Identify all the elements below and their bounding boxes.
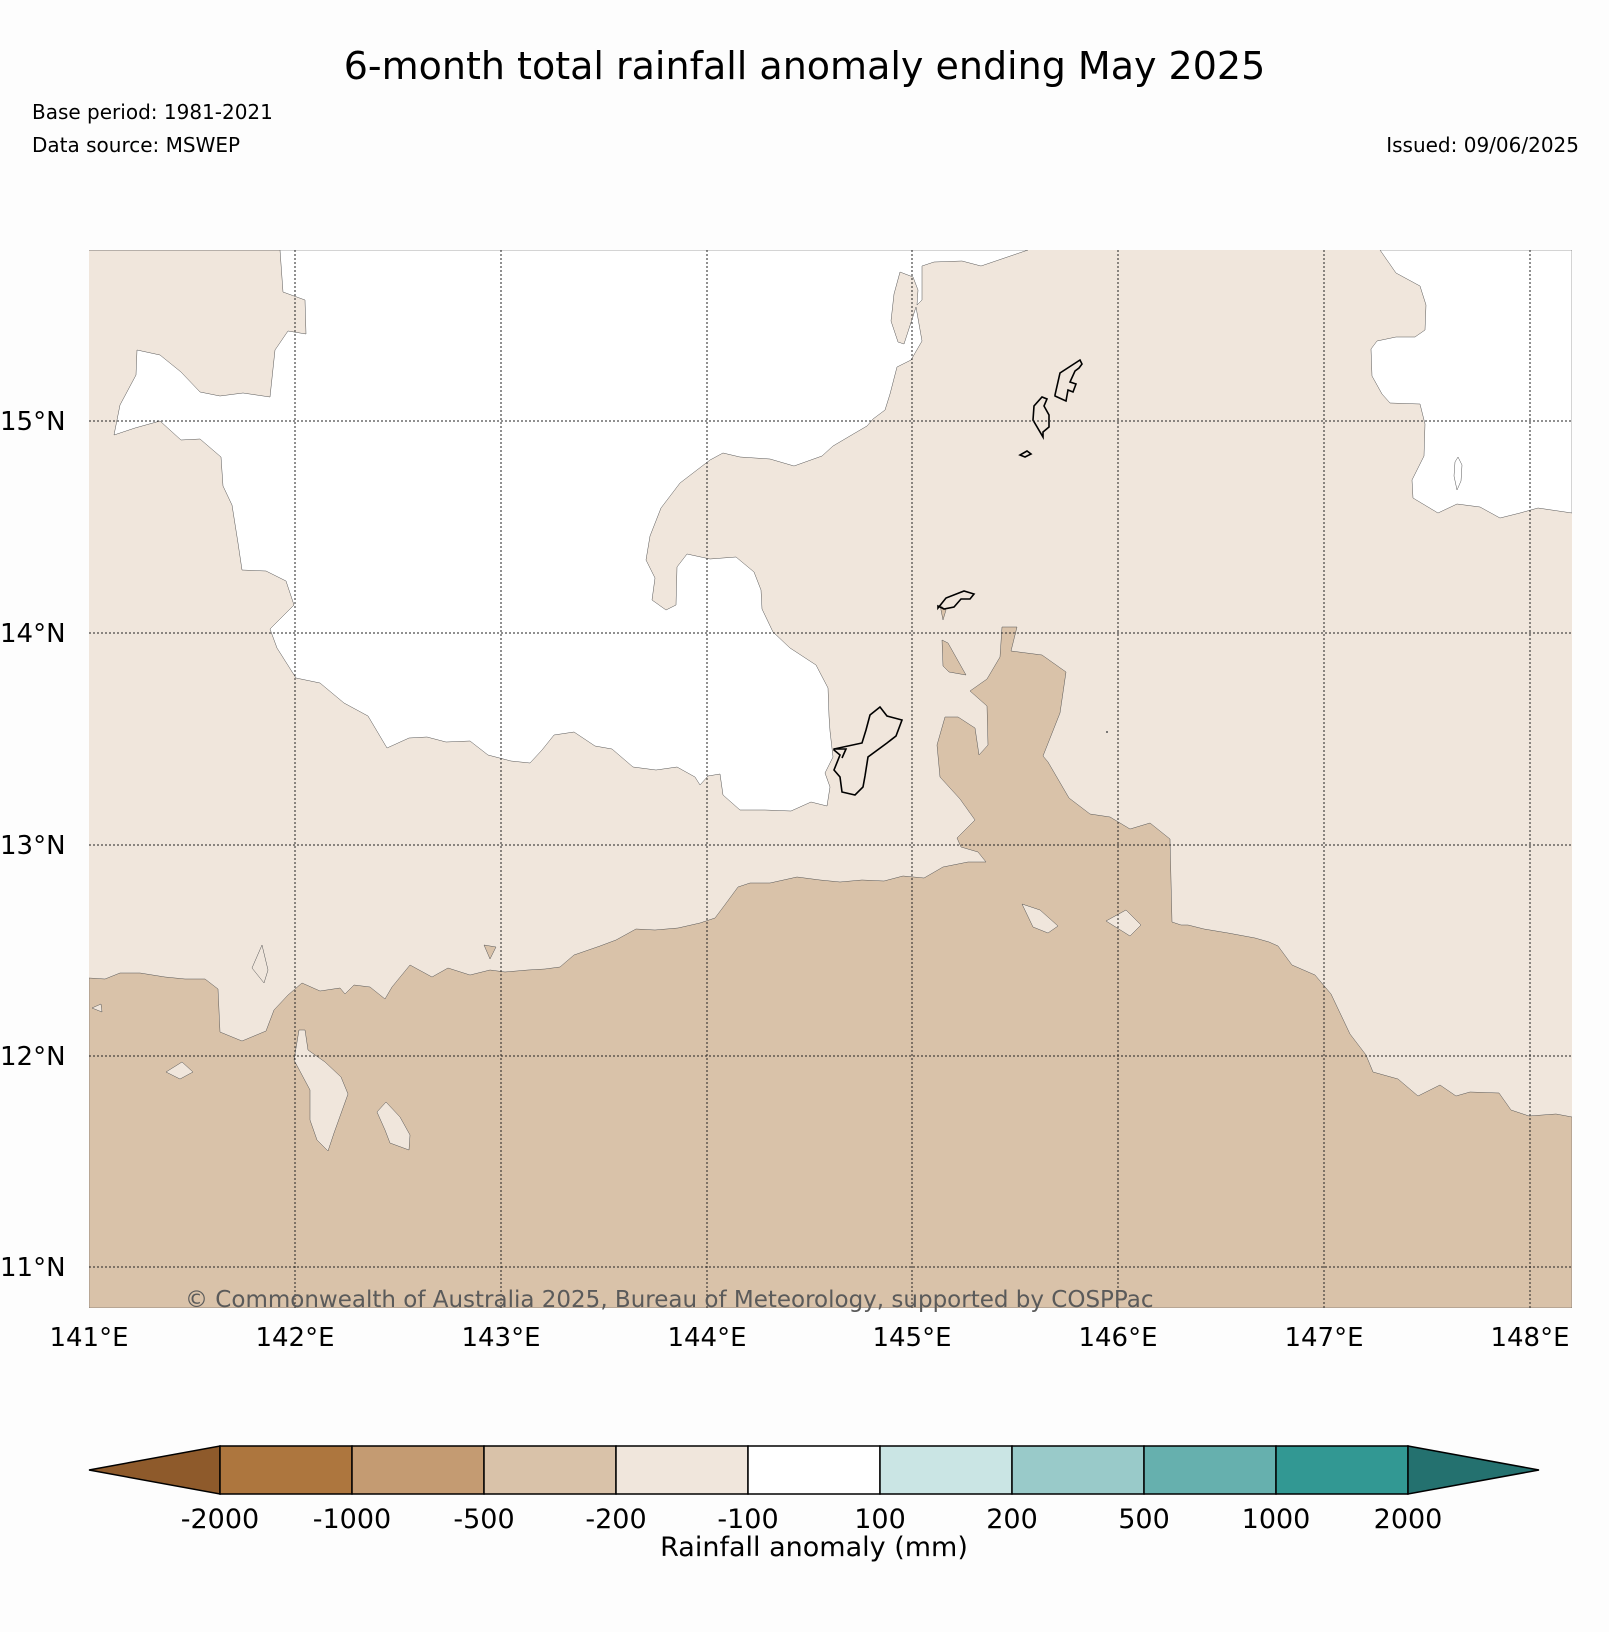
lon-label: 142°E [255, 1323, 334, 1353]
anomaly-pocket [376, 1101, 411, 1151]
colorbar-segment [1275, 1445, 1409, 1495]
anomaly-pocket [1021, 903, 1059, 934]
colorbar-tick-label: 1000 [1242, 1504, 1311, 1535]
anomaly-pocket [293, 1029, 349, 1152]
lat-label: 13°N [0, 831, 66, 861]
lon-label: 145°E [872, 1323, 951, 1353]
data-source: Data source: MSWEP [32, 133, 241, 157]
colorbar-segment [483, 1445, 617, 1495]
anomaly-fill-medium [89, 626, 1572, 1308]
colorbar-tick-label: 100 [854, 1504, 906, 1535]
colorbar-segment [1011, 1445, 1145, 1495]
map-gridlines [89, 250, 1572, 1308]
longitude-labels: 141°E 142°E 143°E 144°E 145°E 146°E 147°… [49, 1323, 1569, 1353]
colorbar-segment [351, 1445, 485, 1495]
lon-label: 146°E [1078, 1323, 1157, 1353]
island-saipan [1054, 358, 1083, 403]
islet [1106, 731, 1108, 733]
colorbar-segment [747, 1445, 881, 1495]
colorbar-tick-label: 200 [986, 1504, 1038, 1535]
lat-label: 11°N [0, 1253, 66, 1283]
colorbar-tick-label: -2000 [181, 1504, 259, 1535]
island-tinian [1018, 450, 1033, 458]
lat-label: 15°N [0, 407, 66, 437]
colorbar-tick-label: 2000 [1374, 1504, 1443, 1535]
colorbar-extend-low [88, 1445, 221, 1495]
anomaly-pocket [91, 1003, 103, 1013]
colorbar-tick-label: -200 [585, 1504, 646, 1535]
base-period: Base period: 1981-2021 [32, 100, 273, 124]
colorbar-segment [219, 1445, 353, 1495]
latitude-labels: 15°N 14°N 13°N 12°N 11°N [0, 407, 66, 1283]
map-plot-area [89, 250, 1572, 1308]
map-title: 6-month total rainfall anomaly ending Ma… [343, 44, 1266, 88]
colorbar-tick-label: 500 [1118, 1504, 1170, 1535]
colorbar-tick-label: -500 [453, 1504, 514, 1535]
lon-label: 144°E [667, 1323, 746, 1353]
colorbar-tick-labels: -2000 -1000 -500 -200 -100 100 200 500 1000 2000 [181, 1504, 1443, 1535]
colorbar-segment [879, 1445, 1013, 1495]
anomaly-medium-pocket [483, 944, 497, 960]
colorbar-tick-label: -100 [717, 1504, 778, 1535]
lat-label: 14°N [0, 619, 66, 649]
anomaly-pocket [1105, 909, 1142, 937]
colorbar-title: Rainfall anomaly (mm) [660, 1532, 968, 1563]
colorbar-tick-label: -1000 [313, 1504, 391, 1535]
lat-label: 12°N [0, 1042, 66, 1072]
colorbar-segment [1143, 1445, 1277, 1495]
lon-label: 147°E [1284, 1323, 1363, 1353]
colorbar-extend-high [1407, 1445, 1540, 1495]
island-rota [937, 590, 976, 611]
lon-label: 141°E [49, 1323, 128, 1353]
anomaly-pocket [165, 1061, 194, 1080]
anomaly-neutral-islet [1453, 456, 1463, 491]
copyright-notice: © Commonwealth of Australia 2025, Bureau… [185, 1287, 1154, 1313]
lon-label: 148°E [1490, 1323, 1569, 1353]
island-guam-tip [834, 748, 848, 759]
colorbar [88, 1445, 1540, 1495]
issued-date: Issued: 09/06/2025 [1386, 133, 1579, 157]
anomaly-pocket [251, 944, 269, 984]
anomaly-medium-pocket [941, 639, 967, 676]
lon-label: 143°E [461, 1323, 540, 1353]
colorbar-segment [615, 1445, 749, 1495]
anomaly-neutral-region-ne [1370, 250, 1572, 519]
anomaly-neutral-region-west [89, 250, 1029, 812]
island-guam [833, 705, 904, 796]
